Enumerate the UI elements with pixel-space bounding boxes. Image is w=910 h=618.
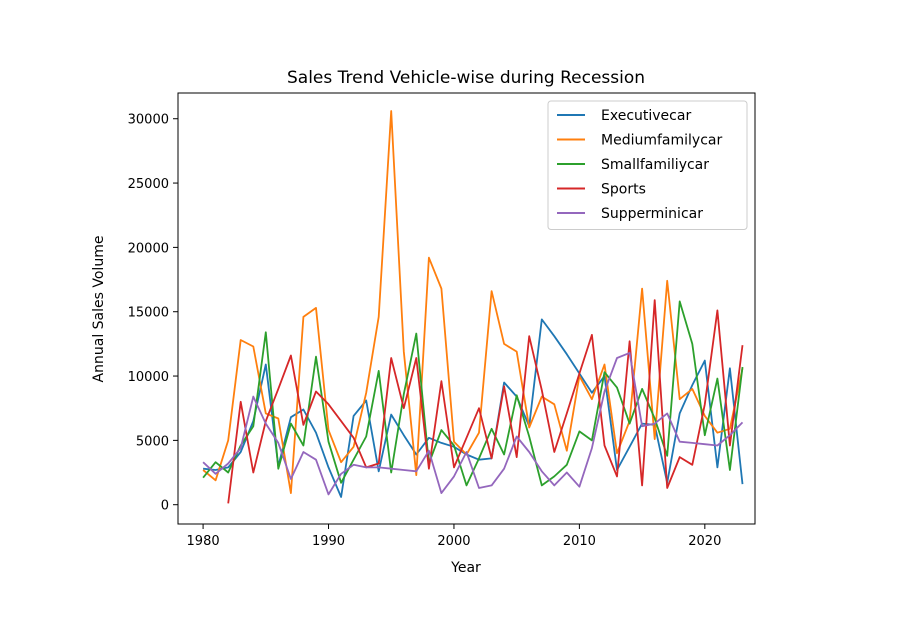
legend-box: [547, 100, 748, 230]
y-tick-label: 20000: [128, 241, 169, 256]
x-tick-label: 2020: [688, 534, 721, 549]
series-line-supperminicar: [202, 351, 744, 496]
x-axis: 1980 1990 2000 2010 2020: [187, 524, 721, 549]
legend-label: Smallfamiliycar: [601, 157, 709, 173]
y-tick-label: 10000: [128, 370, 169, 385]
y-axis-label: Annual Sales Volume: [91, 236, 107, 383]
chart-title: Sales Trend Vehicle-wise during Recessio…: [287, 68, 645, 88]
y-axis: 0 5000 10000 15000 20000 25000 30000: [128, 113, 178, 514]
legend: Executivecar Mediumfamilycar Smallfamiliyc…: [547, 100, 748, 230]
plot-frame: [177, 92, 756, 525]
legend-label: Mediumfamilycar: [601, 133, 722, 149]
y-tick-label: 25000: [128, 177, 169, 192]
legend-label: Supperminicar: [601, 206, 703, 222]
x-tick-label: 1990: [312, 534, 345, 549]
y-tick-label: 5000: [136, 434, 169, 449]
legend-label: Sports: [601, 182, 646, 198]
series-line-sports: [227, 299, 744, 504]
plot-lines: [202, 110, 744, 504]
y-tick-label: 30000: [128, 113, 169, 128]
y-tick-label: 0: [161, 499, 169, 514]
y-tick-label: 15000: [128, 306, 169, 321]
x-tick-label: 2000: [437, 534, 470, 549]
x-axis-label: Year: [450, 560, 481, 576]
x-tick-label: 1980: [187, 534, 220, 549]
legend-label: Executivecar: [601, 108, 691, 124]
x-tick-label: 2010: [563, 534, 596, 549]
